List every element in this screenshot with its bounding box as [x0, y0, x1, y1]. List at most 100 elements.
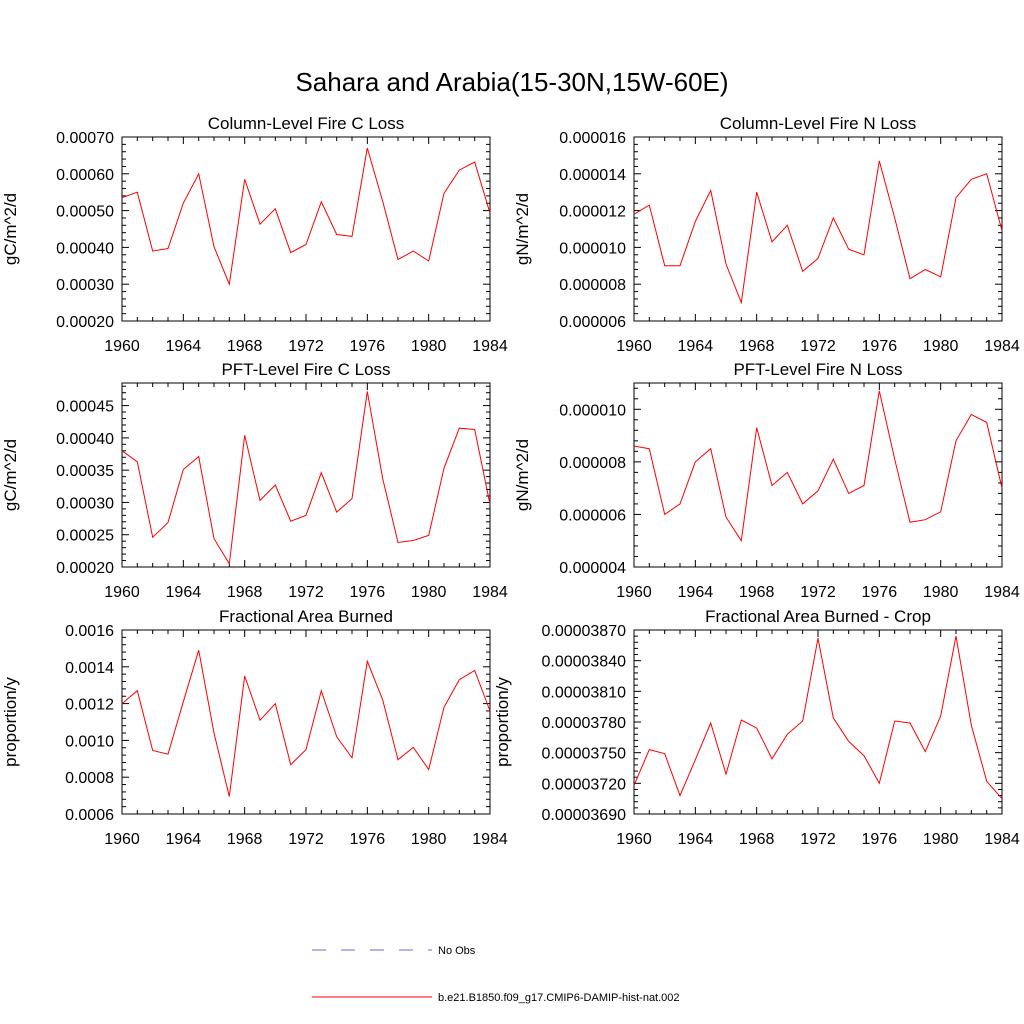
x-tick-label: 1972: [800, 338, 836, 355]
y-axis-label: proportion/y: [1, 677, 20, 767]
x-tick-label: 1984: [984, 338, 1020, 355]
x-tick-label: 1976: [862, 584, 898, 601]
plot-frame: [121, 136, 491, 322]
x-tick-label: 1964: [166, 831, 202, 848]
x-tick-label: 1968: [227, 584, 263, 601]
x-tick-label: 1984: [472, 584, 508, 601]
y-axis-label: proportion/y: [493, 677, 512, 767]
x-tick-label: 1964: [166, 338, 202, 355]
legend-entry: b.e21.B1850.f09_g17.CMIP6-DAMIP-hist-nat…: [312, 992, 680, 1004]
x-tick-label: 1976: [862, 338, 898, 355]
x-tick-label: 1980: [411, 584, 447, 601]
y-tick-label: 0.000008: [559, 455, 626, 472]
y-tick-label: 0.00003750: [541, 746, 626, 763]
plot-frame: [633, 136, 1003, 322]
y-tick-label: 0.00003810: [541, 684, 626, 701]
x-tick-label: 1980: [411, 831, 447, 848]
y-tick-label: 0.00070: [56, 130, 114, 147]
x-tick-label: 1960: [616, 338, 652, 355]
x-tick-label: 1968: [227, 338, 263, 355]
legend-label: No Obs: [438, 945, 476, 957]
x-tick-label: 1968: [739, 831, 775, 848]
x-tick-label: 1960: [104, 831, 140, 848]
x-tick-label: 1972: [288, 338, 324, 355]
y-tick-label: 0.00035: [56, 463, 114, 480]
y-tick-label: 0.00060: [56, 167, 114, 184]
y-tick-label: 0.00025: [56, 528, 114, 545]
x-tick-label: 1980: [923, 831, 959, 848]
figure-title: Sahara and Arabia(15-30N,15W-60E): [295, 67, 728, 97]
x-tick-label: 1964: [678, 338, 714, 355]
y-axis-label: gN/m^2/d: [513, 193, 532, 265]
panel-title: PFT-Level Fire C Loss: [221, 360, 390, 379]
y-tick-label: 0.00020: [56, 560, 114, 577]
y-tick-label: 0.00020: [56, 314, 114, 331]
y-axis-label: gN/m^2/d: [513, 439, 532, 511]
x-tick-label: 1984: [472, 831, 508, 848]
y-tick-label: 0.00003780: [541, 715, 626, 732]
y-axis-label: gC/m^2/d: [1, 193, 20, 265]
series-line: [633, 636, 1003, 800]
y-tick-label: 0.00030: [56, 277, 114, 294]
x-tick-label: 1968: [227, 831, 263, 848]
series-line: [633, 390, 1003, 543]
x-tick-label: 1972: [288, 584, 324, 601]
x-tick-label: 1984: [472, 338, 508, 355]
y-tick-label: 0.0010: [65, 733, 114, 750]
series-line: [633, 160, 1003, 305]
x-tick-label: 1976: [350, 584, 386, 601]
y-tick-label: 0.00003870: [541, 623, 626, 640]
x-tick-label: 1960: [104, 584, 140, 601]
panel-title: Column-Level Fire N Loss: [720, 114, 917, 133]
y-axis-label: gC/m^2/d: [1, 439, 20, 511]
y-tick-label: 0.000016: [559, 130, 626, 147]
y-tick-label: 0.00003690: [541, 807, 626, 824]
y-tick-label: 0.000006: [559, 507, 626, 524]
panel-3: 1960 1964 1968 1972 1976 1980 1984 0.00020 0.000…: [1, 360, 508, 601]
x-tick-label: 1964: [678, 831, 714, 848]
plot-frame: [121, 382, 491, 568]
x-tick-label: 1984: [984, 584, 1020, 601]
x-tick-label: 1960: [104, 338, 140, 355]
y-tick-label: 0.000012: [559, 204, 626, 221]
y-tick-label: 0.00040: [56, 431, 114, 448]
y-tick-label: 0.0014: [65, 660, 114, 677]
legend-label: b.e21.B1850.f09_g17.CMIP6-DAMIP-hist-nat…: [438, 992, 680, 1004]
panel-title: Fractional Area Burned - Crop: [705, 607, 931, 626]
y-tick-label: 0.000010: [559, 402, 626, 419]
panel-title: Fractional Area Burned: [219, 607, 393, 626]
x-tick-label: 1980: [923, 338, 959, 355]
x-tick-label: 1960: [616, 584, 652, 601]
x-tick-label: 1964: [166, 584, 202, 601]
x-tick-label: 1968: [739, 584, 775, 601]
panel-6: 1960 1964 1968 1972 1976 1980 1984 0.00003690 0.…: [493, 607, 1020, 848]
x-tick-label: 1964: [678, 584, 714, 601]
panel-title: Column-Level Fire C Loss: [208, 114, 405, 133]
x-tick-label: 1968: [739, 338, 775, 355]
panel-title: PFT-Level Fire N Loss: [733, 360, 902, 379]
y-tick-label: 0.0012: [65, 697, 114, 714]
y-tick-label: 0.00003720: [541, 776, 626, 793]
plot-frame: [633, 382, 1003, 568]
panels: 1960 1964 1968 1972 1976 1980 1984 0.00020 0.000…: [1, 114, 1020, 848]
series-line: [121, 391, 491, 566]
x-tick-label: 1976: [350, 338, 386, 355]
legend-entry: No Obs: [312, 945, 476, 957]
y-tick-label: 0.00003840: [541, 654, 626, 671]
x-tick-label: 1972: [800, 584, 836, 601]
plot-frame: [633, 629, 1003, 815]
panel-2: 1960 1964 1968 1972 1976 1980 1984 0.000006 0.00…: [513, 114, 1020, 355]
y-tick-label: 0.000010: [559, 240, 626, 257]
x-tick-label: 1984: [984, 831, 1020, 848]
x-tick-label: 1972: [800, 831, 836, 848]
y-tick-label: 0.00050: [56, 204, 114, 221]
series-line: [121, 147, 491, 287]
y-tick-label: 0.000004: [559, 560, 626, 577]
x-tick-label: 1980: [411, 338, 447, 355]
y-tick-label: 0.00030: [56, 495, 114, 512]
y-tick-label: 0.000014: [559, 167, 626, 184]
legend: No Obs b.e21.B1850.f09_g17.CMIP6-DAMIP-hi…: [312, 945, 680, 1004]
y-tick-label: 0.0016: [65, 623, 114, 640]
y-tick-label: 0.000008: [559, 277, 626, 294]
